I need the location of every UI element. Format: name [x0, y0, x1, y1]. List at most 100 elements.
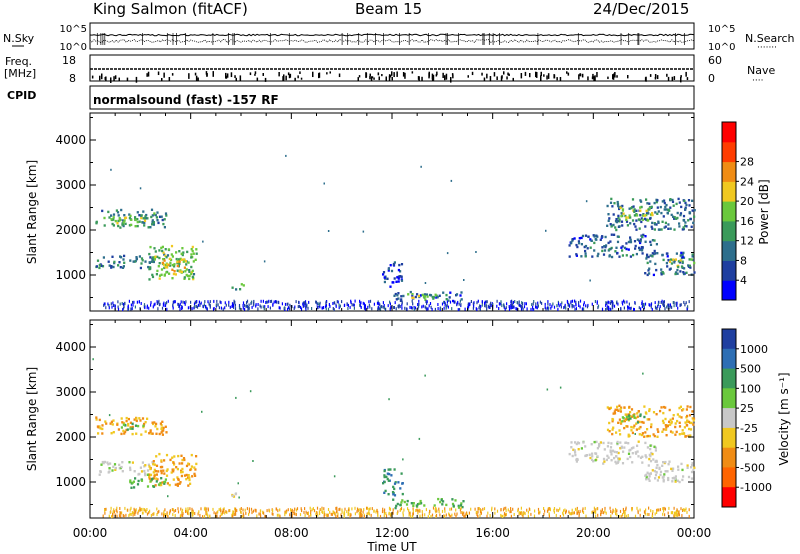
heatmap-cell — [652, 273, 655, 277]
heatmap-cell — [685, 416, 688, 419]
heatmap-cell — [677, 510, 679, 514]
heatmap-cell — [634, 244, 637, 248]
nave-mark — [616, 75, 618, 78]
heatmap-cell — [157, 307, 159, 311]
heatmap-cell — [615, 431, 618, 434]
heatmap-cell — [610, 510, 612, 513]
heatmap-cell — [180, 252, 183, 255]
nave-mark — [318, 72, 321, 78]
heatmap-cell — [684, 509, 686, 512]
nave-mark — [529, 73, 531, 78]
heatmap-cell — [633, 222, 636, 226]
heatmap-cell — [178, 262, 181, 266]
heatmap-cell — [685, 203, 688, 207]
heatmap-cell — [668, 506, 670, 510]
heatmap-cell — [616, 440, 619, 444]
heatmap-cell — [608, 217, 611, 220]
heatmap-cell — [180, 474, 183, 478]
heatmap-cell — [347, 307, 349, 310]
heatmap-cell — [98, 425, 101, 428]
heatmap-cell — [553, 507, 556, 510]
heatmap-cell — [585, 304, 587, 308]
heatmap-cell — [307, 512, 309, 516]
heatmap-cell — [129, 259, 132, 262]
heatmap-cell — [393, 306, 395, 309]
heatmap-cell — [682, 271, 685, 274]
heatmap-cell — [166, 468, 169, 471]
heatmap-cell — [568, 255, 571, 258]
heatmap-cell — [336, 509, 338, 513]
heatmap-cell — [674, 477, 677, 480]
heatmap-cell — [291, 509, 293, 513]
heatmap-cell — [410, 502, 413, 505]
nave-mark — [338, 73, 341, 78]
heatmap-cell — [611, 420, 614, 423]
heatmap-cell — [122, 265, 125, 268]
heatmap-cell — [184, 260, 187, 263]
heatmap-cell — [574, 441, 577, 444]
heatmap-cell — [621, 300, 623, 304]
heatmap-cell — [575, 243, 578, 247]
heatmap-cell — [547, 300, 549, 304]
heatmap-cell — [132, 513, 134, 517]
heatmap-cell — [347, 508, 350, 512]
heatmap-cell — [651, 213, 654, 217]
heatmap-cell — [558, 304, 560, 308]
heatmap-cell — [379, 514, 382, 518]
heatmap-cell — [152, 305, 154, 309]
heatmap-cell — [164, 212, 168, 215]
heatmap-cell — [122, 514, 124, 517]
heatmap-cell — [674, 272, 677, 276]
heatmap-cell — [359, 303, 361, 307]
heatmap-cell — [260, 509, 262, 513]
heatmap-cell — [136, 224, 139, 228]
heatmap-cell — [432, 506, 435, 510]
heatmap-cell — [108, 470, 111, 473]
heatmap-cell — [560, 303, 562, 307]
heatmap-cell — [386, 277, 389, 280]
heatmap-cell — [159, 302, 161, 306]
heatmap-cell — [666, 470, 669, 473]
heatmap-cell — [646, 428, 649, 431]
heatmap-cell — [308, 300, 310, 304]
heatmap-cell — [341, 508, 343, 512]
heatmap-cell — [545, 307, 547, 311]
nave-mark — [685, 71, 687, 77]
heatmap-cell — [152, 260, 155, 264]
heatmap-cell — [122, 258, 125, 261]
heatmap-cell — [673, 304, 675, 308]
heatmap-cell — [445, 298, 448, 301]
heatmap-cell — [233, 513, 235, 516]
heatmap-cell — [112, 465, 115, 468]
heatmap-cell — [338, 306, 340, 310]
heatmap-cell — [196, 300, 198, 303]
heatmap-cell — [654, 211, 657, 214]
heatmap-cell — [117, 307, 120, 311]
heatmap-cell — [98, 264, 101, 267]
heatmap-cell — [160, 469, 163, 473]
heatmap-cell — [116, 514, 118, 518]
heatmap-cell — [543, 512, 545, 516]
heatmap-cell — [130, 223, 133, 227]
heatmap-cell — [689, 405, 692, 409]
heatmap-cell — [601, 235, 604, 238]
heatmap-cell — [629, 411, 632, 414]
heatmap-cell — [191, 513, 193, 517]
heatmap-cell — [260, 305, 262, 309]
nave-mark — [467, 75, 469, 78]
colorbar-tick-label: 16 — [740, 215, 754, 228]
heatmap-cell — [393, 482, 397, 485]
heatmap-cell — [390, 474, 393, 477]
heatmap-cell — [530, 307, 532, 311]
heatmap-cell — [681, 468, 684, 472]
heatmap-cell — [606, 445, 609, 448]
heatmap-cell — [360, 301, 362, 305]
nave-tick-low: 0 — [708, 72, 715, 85]
heatmap-cell — [315, 300, 317, 304]
heatmap-cell — [422, 304, 424, 308]
nave-mark — [254, 73, 256, 76]
heatmap-cell — [359, 299, 361, 303]
heatmap-cell — [625, 247, 628, 251]
heatmap-cell — [608, 248, 611, 251]
heatmap-cell — [505, 506, 507, 510]
